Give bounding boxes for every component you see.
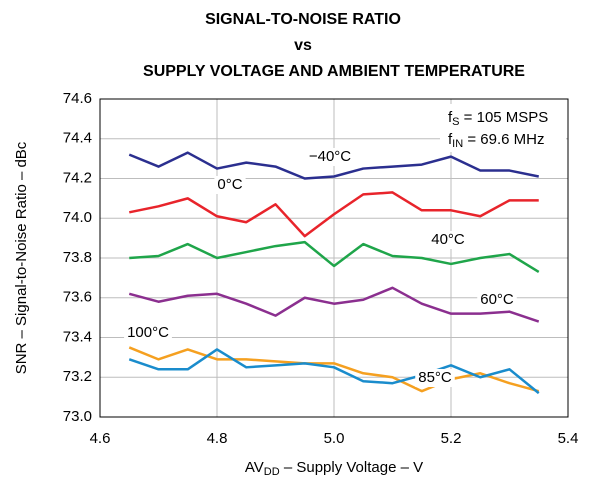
series-label-bg xyxy=(124,324,172,342)
plot-frame xyxy=(99,98,569,418)
series-line xyxy=(128,346,540,393)
series-label-bg xyxy=(305,148,355,166)
y-tick-label: 74.6 xyxy=(63,90,92,107)
condition-part: f xyxy=(448,109,453,126)
series-label: 0°C xyxy=(217,176,242,193)
series-line xyxy=(129,191,539,238)
condition-text: fIN = 69.6 MHz xyxy=(448,131,544,150)
condition-part: f xyxy=(448,131,453,148)
x-label-part: – Supply Voltage – V xyxy=(280,459,423,476)
x-axis-label: AVDD – Supply Voltage – V xyxy=(245,459,423,478)
condition-part: = 105 MSPS xyxy=(460,109,549,126)
y-tick-label: 73.4 xyxy=(63,328,92,345)
conditions-box xyxy=(440,104,566,152)
chart-title: vs xyxy=(294,37,312,54)
y-tick-label: 74.4 xyxy=(63,130,92,147)
x-tick-label: 4.6 xyxy=(90,430,111,447)
series-line xyxy=(128,286,540,323)
condition-part: = 69.6 MHz xyxy=(463,131,544,148)
x-tick-label: 5.2 xyxy=(441,430,462,447)
series-line xyxy=(129,240,540,273)
series-line xyxy=(128,151,539,180)
series-label: −40°C xyxy=(309,148,351,165)
condition-text: fS = 105 MSPS xyxy=(448,109,548,128)
series-label: 85°C xyxy=(418,369,452,386)
series-line xyxy=(128,348,540,395)
y-tick-label: 74.0 xyxy=(63,209,92,226)
series-label-bg xyxy=(415,369,455,387)
y-tick-label: 73.6 xyxy=(63,289,92,306)
series-label: 60°C xyxy=(480,291,514,308)
y-axis-label: SNR – Signal-to-Noise Ratio – dBc xyxy=(13,141,30,374)
condition-sub: IN xyxy=(452,138,463,150)
chart-title: SIGNAL-TO-NOISE RATIO xyxy=(205,11,401,28)
series-label-bg xyxy=(428,231,468,249)
x-tick-label: 5.0 xyxy=(324,430,345,447)
x-label-sub: DD xyxy=(264,466,280,478)
x-tick-label: 5.4 xyxy=(558,430,579,447)
y-tick-label: 74.2 xyxy=(63,169,92,186)
series-label-bg xyxy=(477,291,517,309)
series-label-bg xyxy=(214,176,246,194)
series-label: 40°C xyxy=(431,231,465,248)
x-tick-label: 4.8 xyxy=(207,430,228,447)
condition-sub: S xyxy=(452,116,459,128)
x-label-part: AV xyxy=(245,459,264,476)
series-label: 100°C xyxy=(127,324,169,341)
y-tick-label: 73.8 xyxy=(63,249,92,266)
y-tick-label: 73.0 xyxy=(63,408,92,425)
chart-title: SUPPLY VOLTAGE AND AMBIENT TEMPERATURE xyxy=(143,63,525,80)
y-tick-label: 73.2 xyxy=(63,368,92,385)
